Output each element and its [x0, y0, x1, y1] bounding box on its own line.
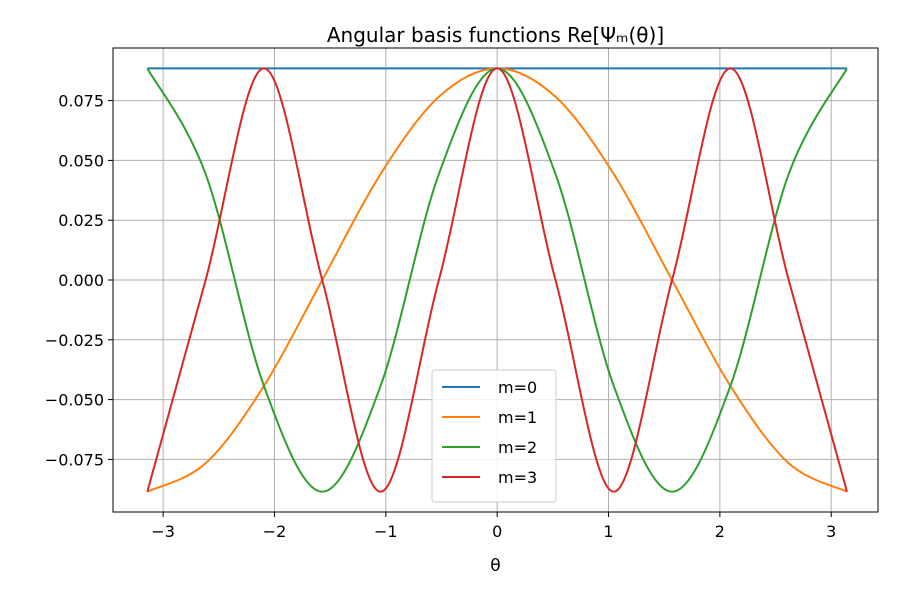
y-tick-label: 0.025 — [58, 211, 104, 230]
series-lines — [146, 67, 848, 493]
y-tick-label: −0.025 — [45, 331, 104, 350]
legend: m=0 m=1 m=2 m=3 — [431, 369, 557, 503]
y-tick-label: 0.050 — [58, 151, 104, 170]
legend-label: m=3 — [498, 468, 537, 487]
x-tick-label: 1 — [603, 522, 613, 541]
legend-label: m=1 — [498, 408, 537, 427]
x-tick-label: 0 — [492, 522, 502, 541]
legend-label: m=0 — [498, 378, 537, 397]
x-axis-label: θ — [490, 556, 500, 576]
series-line-m3 — [146, 67, 848, 493]
legend-box — [431, 369, 557, 503]
axis-ticks: −3 −2 −1 0 1 2 3 −0.075 −0.050 −0.025 0.000 0.025 0.… — [45, 92, 837, 541]
y-tick-label: −0.075 — [45, 450, 104, 469]
legend-label: m=2 — [498, 438, 537, 457]
y-tick-label: 0.075 — [58, 92, 104, 111]
x-tick-label: 2 — [715, 522, 725, 541]
x-tick-label: −3 — [151, 522, 175, 541]
y-tick-label: 0.000 — [58, 271, 104, 290]
chart-title: Angular basis functions Re[Ψₘ(θ)] — [327, 23, 664, 47]
grid-lines — [113, 48, 878, 512]
x-tick-label: −1 — [374, 522, 398, 541]
x-tick-label: 3 — [826, 522, 836, 541]
x-tick-label: −2 — [263, 522, 287, 541]
y-tick-label: −0.050 — [45, 391, 104, 410]
